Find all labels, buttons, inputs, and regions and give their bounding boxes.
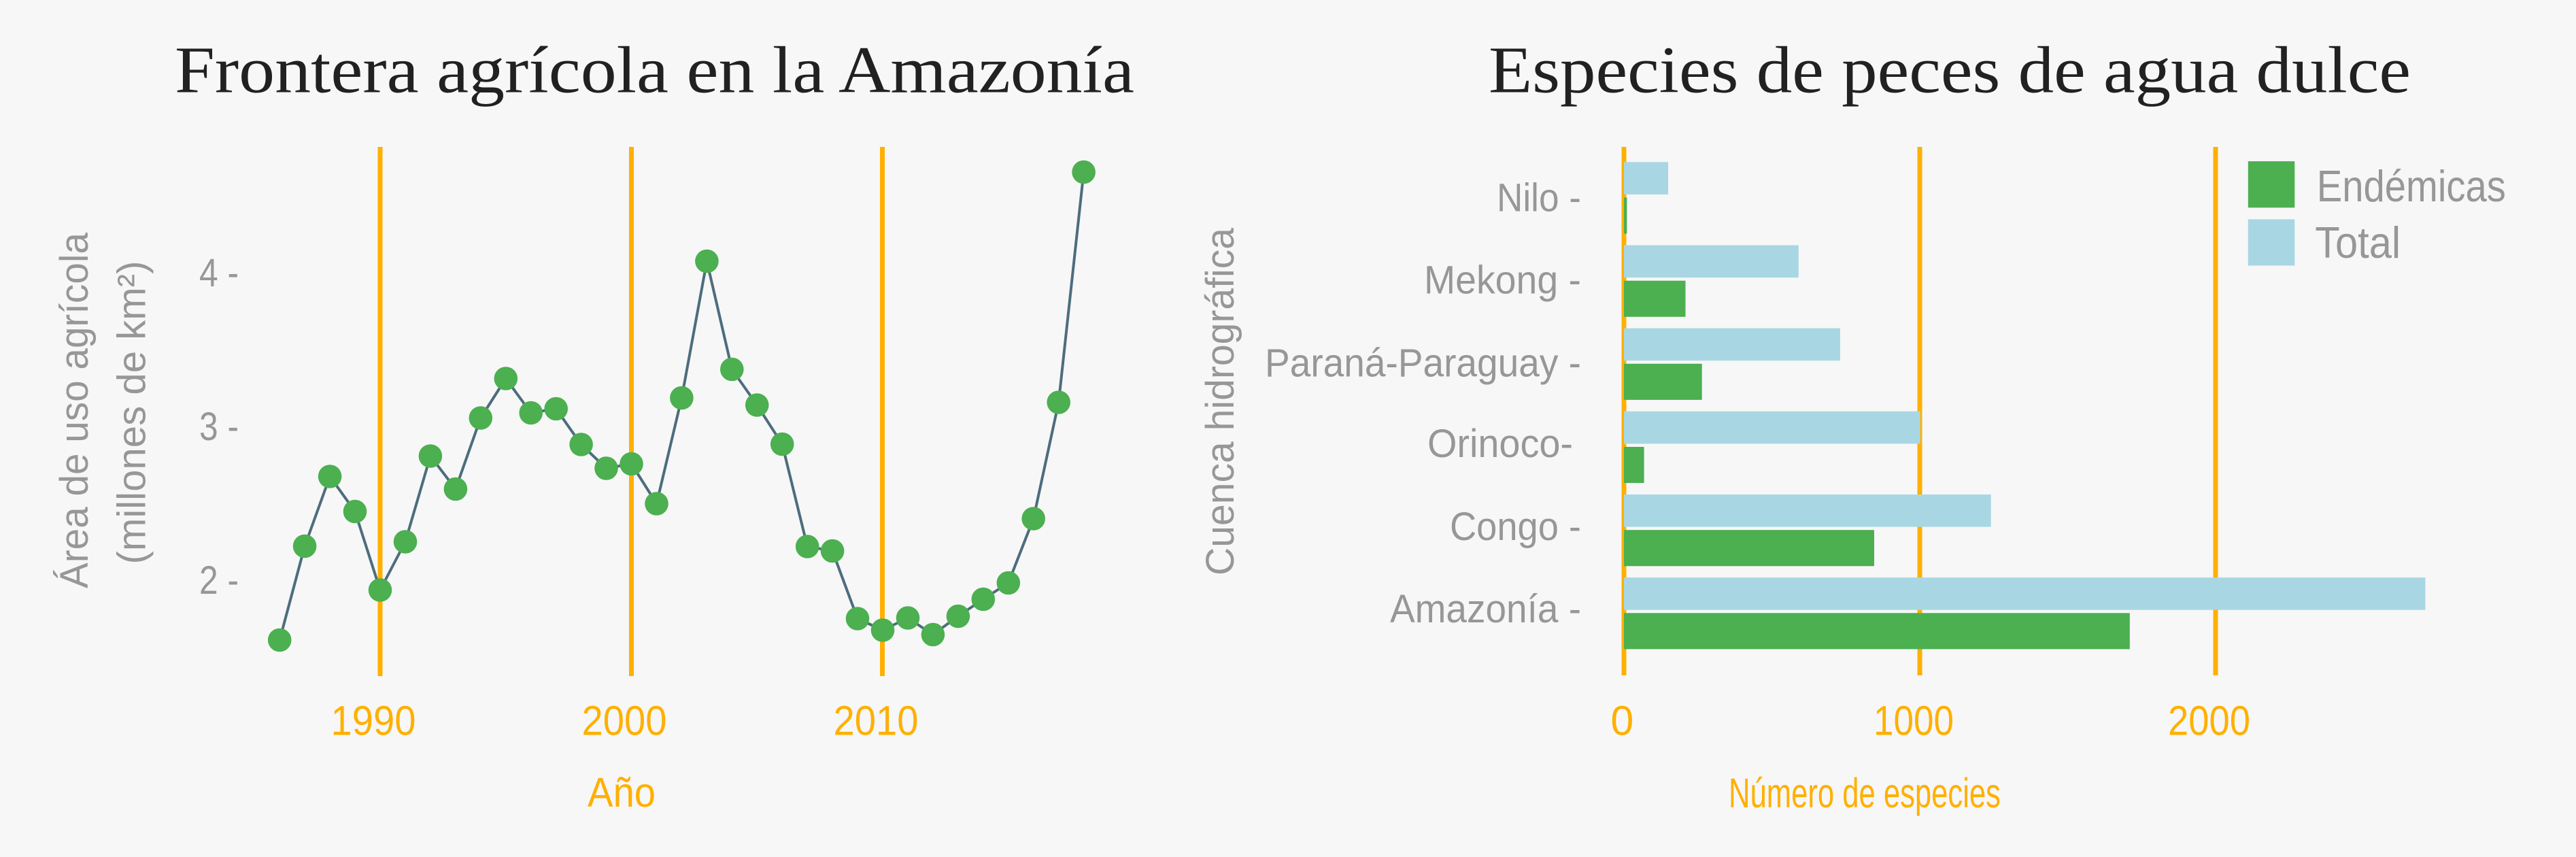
svg-text:Cuenca hidrográfica: Cuenca hidrográfica (1198, 227, 1242, 575)
svg-text:2010: 2010 (834, 698, 919, 744)
svg-text:Especies de peces de agua dulc: Especies de peces de agua dulce (1489, 34, 2411, 107)
svg-text:Congo -: Congo - (1450, 505, 1581, 549)
svg-text:Número de especies: Número de especies (1729, 770, 2001, 816)
svg-text:4 -: 4 - (199, 251, 239, 295)
svg-text:(millones de km²): (millones de km²) (109, 261, 154, 565)
svg-text:0: 0 (1610, 698, 1633, 744)
svg-text:Total: Total (2315, 218, 2401, 267)
svg-text:Amazonía -: Amazonía - (1390, 587, 1581, 631)
svg-text:Paraná-Paraguay -: Paraná-Paraguay - (1265, 341, 1581, 386)
svg-text:Endémicas: Endémicas (2317, 161, 2506, 211)
svg-text:Frontera agrícola en la Amazon: Frontera agrícola en la Amazonía (175, 34, 1134, 107)
svg-text:2000: 2000 (2168, 698, 2250, 744)
svg-text:Nilo -: Nilo - (1497, 176, 1581, 220)
svg-text:Orinoco-: Orinoco- (1427, 422, 1573, 466)
svg-text:1000: 1000 (1874, 698, 1954, 744)
svg-text:Año: Año (588, 769, 656, 816)
svg-text:Mekong -: Mekong - (1424, 258, 1581, 303)
svg-text:3 -: 3 - (199, 405, 239, 449)
svg-text:1990: 1990 (331, 698, 416, 744)
svg-text:2 -: 2 - (199, 558, 239, 603)
svg-text:2000: 2000 (582, 698, 667, 744)
svg-text:Área de uso agrícola: Área de uso agrícola (52, 232, 97, 588)
